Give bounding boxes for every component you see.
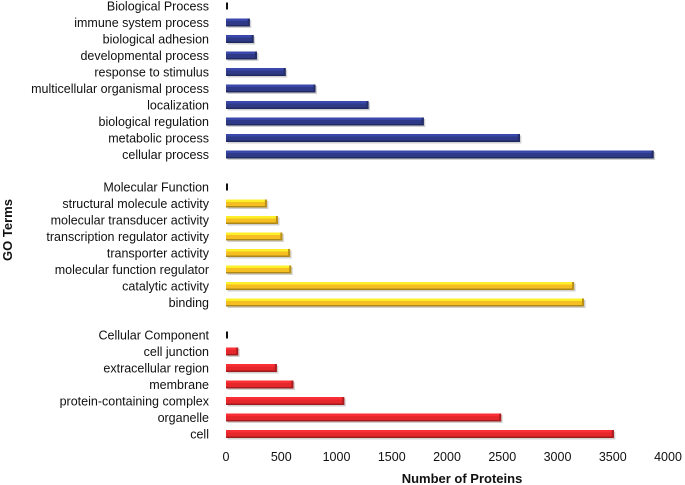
bar-cell xyxy=(226,430,616,440)
category-label-organelle: organelle xyxy=(158,411,209,425)
group-header-label-cellular-component: Cellular Component xyxy=(99,328,210,342)
category-label-response-to-stimulus: response to stimulus xyxy=(94,65,209,79)
bar-multicellular-organismal-process xyxy=(226,84,318,94)
x-axis-ticks: 0 500 1000 1500 2000 2500 3000 3500 4000 xyxy=(223,450,682,464)
category-label-multicellular-organismal-process: multicellular organismal process xyxy=(31,82,209,96)
category-label-immune-system-process: immune system process xyxy=(74,16,209,30)
category-label-membrane: membrane xyxy=(149,378,209,392)
category-labels: Biological Process immune system process b… xyxy=(31,0,210,441)
bar-membrane xyxy=(226,380,295,390)
group-header-label-molecular-function: Molecular Function xyxy=(103,180,209,194)
category-label-metabolic-process: metabolic process xyxy=(108,131,209,145)
category-label-localization: localization xyxy=(147,98,209,112)
category-label-biological-adhesion: biological adhesion xyxy=(103,32,209,46)
bar-transporter-activity xyxy=(226,249,292,259)
category-label-cell-junction: cell junction xyxy=(144,345,209,359)
bar-molecular-transducer-activity xyxy=(226,216,280,226)
x-tick-label-3000: 3000 xyxy=(544,450,572,464)
x-axis-title: Number of Proteins xyxy=(402,471,523,485)
category-label-cellular-process: cellular process xyxy=(122,148,209,162)
bar-biological-adhesion xyxy=(226,35,256,45)
category-label-structural-molecule-activity: structural molecule activity xyxy=(62,197,209,211)
bar-response-to-stimulus xyxy=(226,68,288,78)
bar-cell-junction xyxy=(226,347,240,357)
y-axis-title: GO Terms xyxy=(0,199,15,261)
bar-developmental-process xyxy=(226,51,259,61)
bar-immune-system-process xyxy=(226,18,252,28)
bar-biological-regulation xyxy=(226,117,426,127)
category-label-catalytic-activity: catalytic activity xyxy=(122,279,210,293)
bar-localization xyxy=(226,101,371,111)
x-tick-label-1500: 1500 xyxy=(378,450,406,464)
group-header-label-biological-process: Biological Process xyxy=(107,0,209,13)
bar-cellular-process xyxy=(226,150,656,160)
x-tick-label-500: 500 xyxy=(271,450,292,464)
bars-layer xyxy=(226,2,656,440)
bar-metabolic-process xyxy=(226,134,522,144)
bar-structural-molecule-activity xyxy=(226,199,269,209)
bar-catalytic-activity xyxy=(226,282,576,292)
category-label-transporter-activity: transporter activity xyxy=(107,246,210,260)
category-label-protein-containing-complex: protein-containing complex xyxy=(60,394,210,408)
bar-molecular-function-regulator xyxy=(226,265,293,275)
group-header-mark-cellular-component xyxy=(226,331,228,339)
category-label-developmental-process: developmental process xyxy=(80,49,209,63)
category-label-binding: binding xyxy=(169,296,209,310)
bar-transcription-regulator-activity xyxy=(226,232,284,242)
x-tick-label-3500: 3500 xyxy=(599,450,627,464)
category-label-biological-regulation: biological regulation xyxy=(99,115,210,129)
category-label-cell: cell xyxy=(190,427,209,441)
bar-organelle xyxy=(226,413,503,423)
x-tick-label-2500: 2500 xyxy=(488,450,516,464)
x-tick-label-4000: 4000 xyxy=(654,450,682,464)
group-header-mark-molecular-function xyxy=(226,183,228,191)
x-tick-label-2000: 2000 xyxy=(433,450,461,464)
x-tick-label-0: 0 xyxy=(223,450,230,464)
category-label-molecular-function-regulator: molecular function regulator xyxy=(55,263,209,277)
category-label-molecular-transducer-activity: molecular transducer activity xyxy=(51,213,210,227)
bar-protein-containing-complex xyxy=(226,397,346,407)
category-label-extracellular-region: extracellular region xyxy=(103,361,209,375)
bar-binding xyxy=(226,298,586,308)
category-label-transcription-regulator-activity: transcription regulator activity xyxy=(46,230,209,244)
bar-extracellular-region xyxy=(226,364,279,374)
group-header-mark-biological-process xyxy=(226,2,228,10)
x-tick-label-1000: 1000 xyxy=(323,450,351,464)
